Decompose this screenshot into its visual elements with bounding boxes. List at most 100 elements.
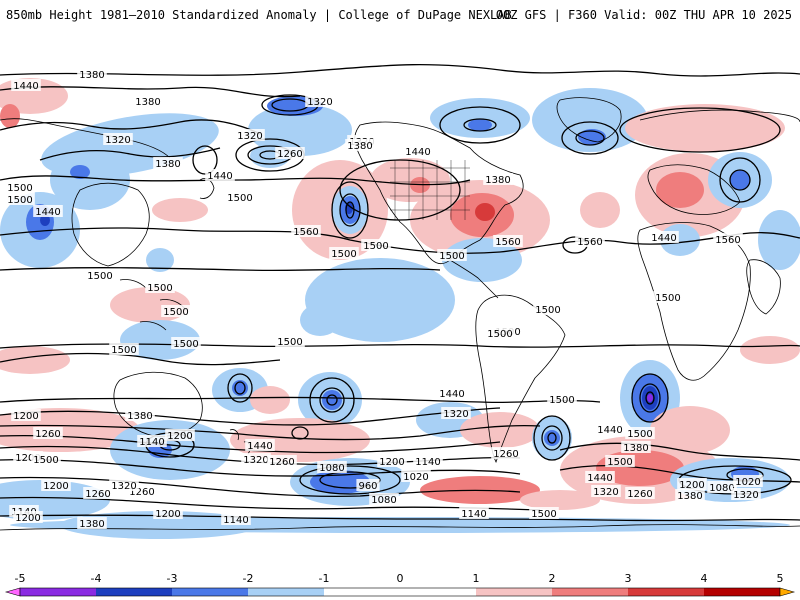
closed-contour	[339, 159, 461, 221]
contour-label-text: 1560	[577, 237, 602, 248]
contour-label: 1440	[205, 169, 235, 182]
height-contour	[0, 352, 281, 366]
contour-label-text: 1500	[7, 183, 32, 194]
closed-contour	[309, 377, 355, 423]
contour-label: 1440	[33, 205, 63, 218]
contour-label-text: 1500	[277, 337, 302, 348]
contour-label: 1500	[529, 507, 559, 520]
contour-label-text: 1500	[531, 509, 556, 520]
anomaly-region	[300, 304, 340, 336]
colorbar: -5 -4 -3 -2 -1 0 1 2 3 4 5	[0, 568, 800, 600]
contour-label-text: 1560	[495, 237, 520, 248]
closed-contour	[575, 130, 605, 146]
coastline	[556, 97, 622, 143]
contour-label-text: 1440	[597, 425, 622, 436]
height-contour	[0, 343, 800, 349]
contour-label: 1020	[401, 470, 431, 483]
contour-label: 1380	[483, 173, 513, 186]
anomaly-map[interactable]: 1380132014401380132013801320126014401320…	[0, 30, 800, 556]
anomaly-region	[120, 320, 200, 360]
contour-label: 1380	[345, 139, 375, 152]
contour-label-text: 1380	[79, 519, 104, 530]
contour-label-text: 1380	[79, 70, 104, 81]
contour-label-text: 1200	[13, 411, 38, 422]
contour-label-text: 1500	[87, 271, 112, 282]
contour-label-text: 1500	[331, 249, 356, 260]
coastline	[199, 178, 215, 199]
contour-label-text: 1440	[405, 147, 430, 158]
height-contour	[0, 64, 800, 77]
closed-contour	[234, 381, 246, 395]
contour-label-text: 1020	[403, 472, 428, 483]
colorbar-segment	[248, 588, 324, 596]
coastline	[475, 294, 566, 464]
closed-contour	[227, 373, 253, 403]
header: 850mb Height 1981–2010 Standardized Anom…	[0, 0, 800, 30]
contour-label-text: 1260	[269, 457, 294, 468]
anomaly-region	[475, 203, 495, 221]
contour-label: 1440	[585, 471, 615, 484]
contour-label-text: 1320	[237, 131, 262, 142]
contour-label-text: 1380	[127, 411, 152, 422]
colorbar-tick-label: -2	[243, 572, 254, 585]
contour-label-text: 1320	[307, 97, 332, 108]
contour-label-text: 1380	[155, 159, 180, 170]
contour-label-text: 1500	[627, 429, 652, 440]
colorbar-segment	[324, 588, 400, 596]
contour-label-text: 1440	[651, 233, 676, 244]
contour-label: 1500	[437, 249, 467, 262]
closed-contour	[719, 157, 761, 203]
closed-contour	[619, 107, 781, 153]
map-panel[interactable]: 1380132014401380132013801320126014401320…	[0, 30, 800, 556]
contour-label: 1440	[403, 145, 433, 158]
anomaly-region	[50, 150, 130, 210]
contour-label: 1380	[675, 489, 705, 502]
contour-label-text: 1500	[111, 345, 136, 356]
contour-label: 1320	[591, 485, 621, 498]
contour-label-text: 1200	[15, 513, 40, 524]
closed-contour	[319, 471, 381, 489]
contour-label: 1500	[225, 191, 255, 204]
contour-label-text: 1500	[439, 251, 464, 262]
contour-label-text: 1260	[129, 487, 154, 498]
contour-label: 1440	[595, 423, 625, 436]
anomaly-region	[730, 170, 750, 190]
contour-label: 1440	[245, 439, 275, 452]
contour-label-text: 1140	[415, 457, 440, 468]
contour-label: 1140	[459, 507, 489, 520]
contour-label-text: 1500	[363, 241, 388, 252]
contour-label: 1380	[125, 409, 155, 422]
contour-label: 1380	[77, 517, 107, 530]
contour-label-text: 1440	[247, 441, 272, 452]
closed-contour	[439, 106, 521, 144]
contour-label-text: 1380	[347, 141, 372, 152]
anomaly-region	[322, 390, 342, 410]
contour-labels: 1380132014401380132013801320126014401320…	[5, 68, 763, 530]
anomaly-region	[532, 88, 648, 152]
contour-label-text: 1200	[379, 457, 404, 468]
contour-label: 1500	[533, 303, 563, 316]
colorbar-segment	[400, 588, 476, 596]
contour-label: 1200	[13, 511, 43, 524]
contour-label: 1500	[5, 181, 35, 194]
closed-contour	[639, 383, 661, 413]
contour-label: 1200	[153, 507, 183, 520]
contour-label: 1320	[441, 407, 471, 420]
anomaly-region	[430, 98, 530, 138]
anomaly-region	[468, 119, 492, 131]
colorbar-tick-label: -1	[319, 572, 330, 585]
contour-label-text: 1200	[43, 481, 68, 492]
closed-contour	[541, 425, 563, 451]
closed-contour	[339, 193, 361, 227]
contour-label: 1380	[133, 95, 163, 108]
height-contour	[0, 175, 471, 186]
contour-label-text: 1260	[627, 489, 652, 500]
anomaly-region	[580, 192, 620, 228]
contour-label-text: 1320	[593, 487, 618, 498]
contour-label-text: 1320	[111, 481, 136, 492]
anomaly-shading	[0, 78, 800, 539]
height-contour	[0, 458, 521, 477]
contour-label-text: 1380	[623, 443, 648, 454]
contour-label: 1380	[621, 441, 651, 454]
contour-label: 1320	[241, 453, 271, 466]
